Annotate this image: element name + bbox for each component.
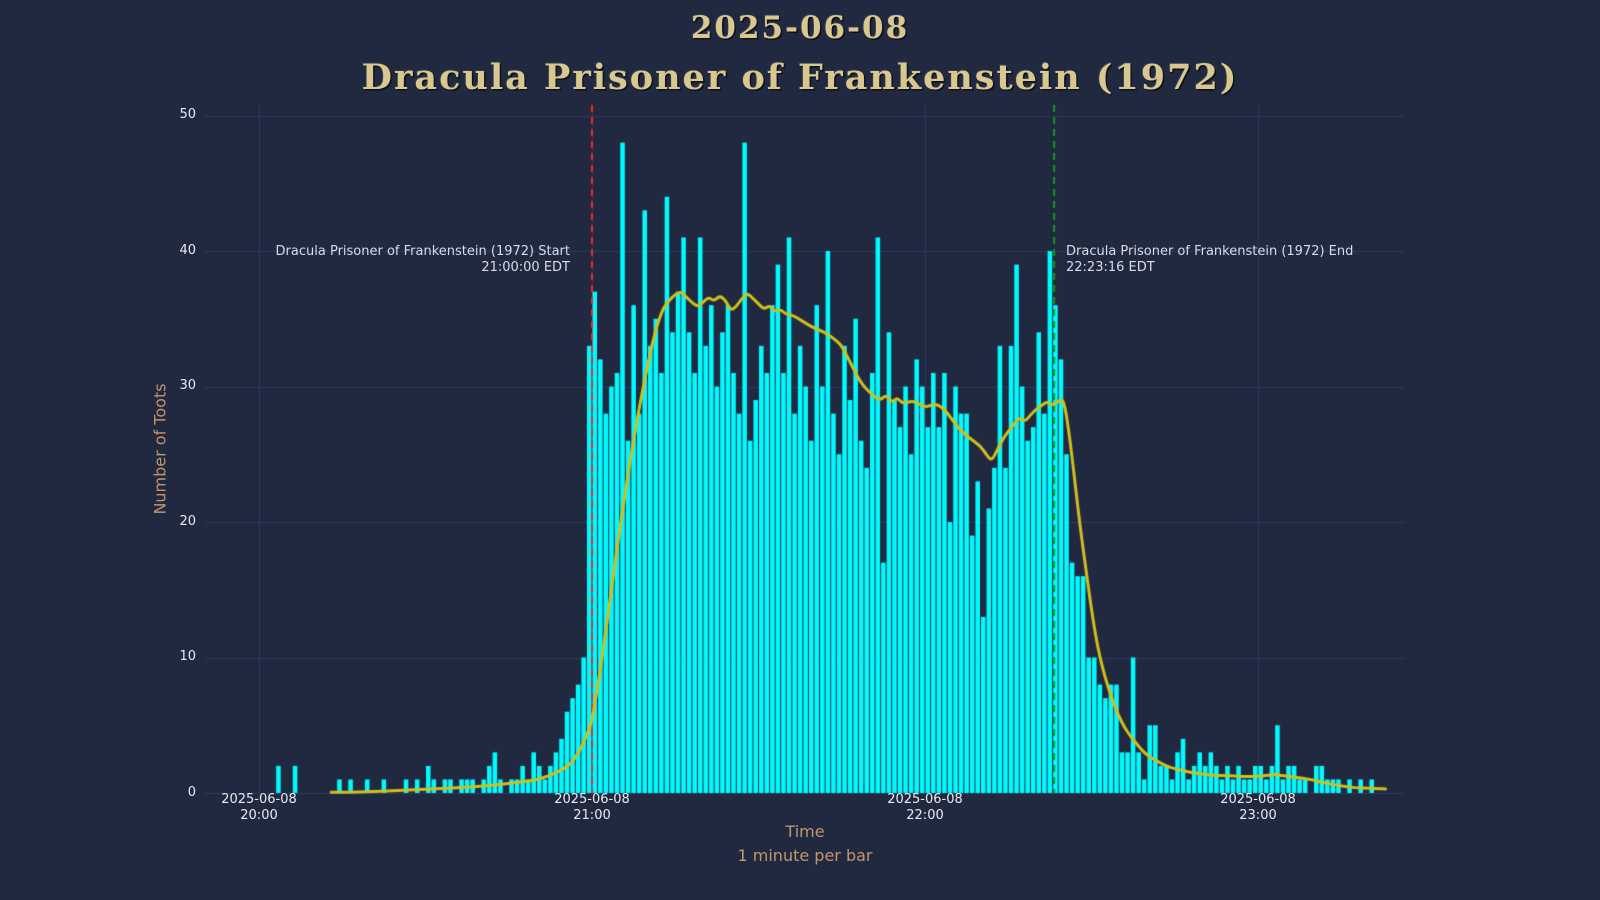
x-tick-label-2200: 2025-06-08 22:00 — [850, 792, 1000, 824]
x-tick-time: 23:00 — [1239, 808, 1277, 823]
y-tick-label-40: 40 — [179, 243, 196, 258]
x-tick-label-2100: 2025-06-08 21:00 — [517, 792, 667, 824]
y-tick-label-50: 50 — [179, 107, 196, 122]
end-annotation: Dracula Prisoner of Frankenstein (1972) … — [1066, 244, 1406, 276]
start-annotation: Dracula Prisoner of Frankenstein (1972) … — [270, 244, 570, 276]
x-tick-time: 22:00 — [906, 808, 944, 823]
start-annotation-time: 21:00:00 EDT — [481, 260, 570, 275]
x-tick-time: 20:00 — [240, 808, 278, 823]
y-tick-label-10: 10 — [179, 649, 196, 664]
x-axis-sublabel: 1 minute per bar — [737, 846, 873, 865]
y-tick-label-20: 20 — [179, 514, 196, 529]
x-tick-date: 2025-06-08 — [1220, 792, 1296, 807]
x-tick-date: 2025-06-08 — [887, 792, 963, 807]
y-tick-label-0: 0 — [187, 785, 196, 800]
chart-title-movie: Dracula Prisoner of Frankenstein (1972) — [361, 57, 1239, 98]
x-tick-time: 21:00 — [573, 808, 611, 823]
start-annotation-title: Dracula Prisoner of Frankenstein (1972) … — [275, 244, 570, 259]
x-tick-label-2300: 2025-06-08 23:00 — [1183, 792, 1333, 824]
chart-title-date: 2025-06-08 — [690, 10, 910, 46]
x-tick-date: 2025-06-08 — [221, 792, 297, 807]
x-axis-label: Time — [785, 822, 825, 841]
end-annotation-time: 22:23:16 EDT — [1066, 260, 1155, 275]
end-annotation-title: Dracula Prisoner of Frankenstein (1972) … — [1066, 244, 1354, 259]
x-tick-date: 2025-06-08 — [554, 792, 630, 807]
y-axis-label: Number of Toots — [150, 383, 170, 515]
y-tick-label-30: 30 — [179, 378, 196, 393]
x-tick-label-2000: 2025-06-08 20:00 — [184, 792, 334, 824]
